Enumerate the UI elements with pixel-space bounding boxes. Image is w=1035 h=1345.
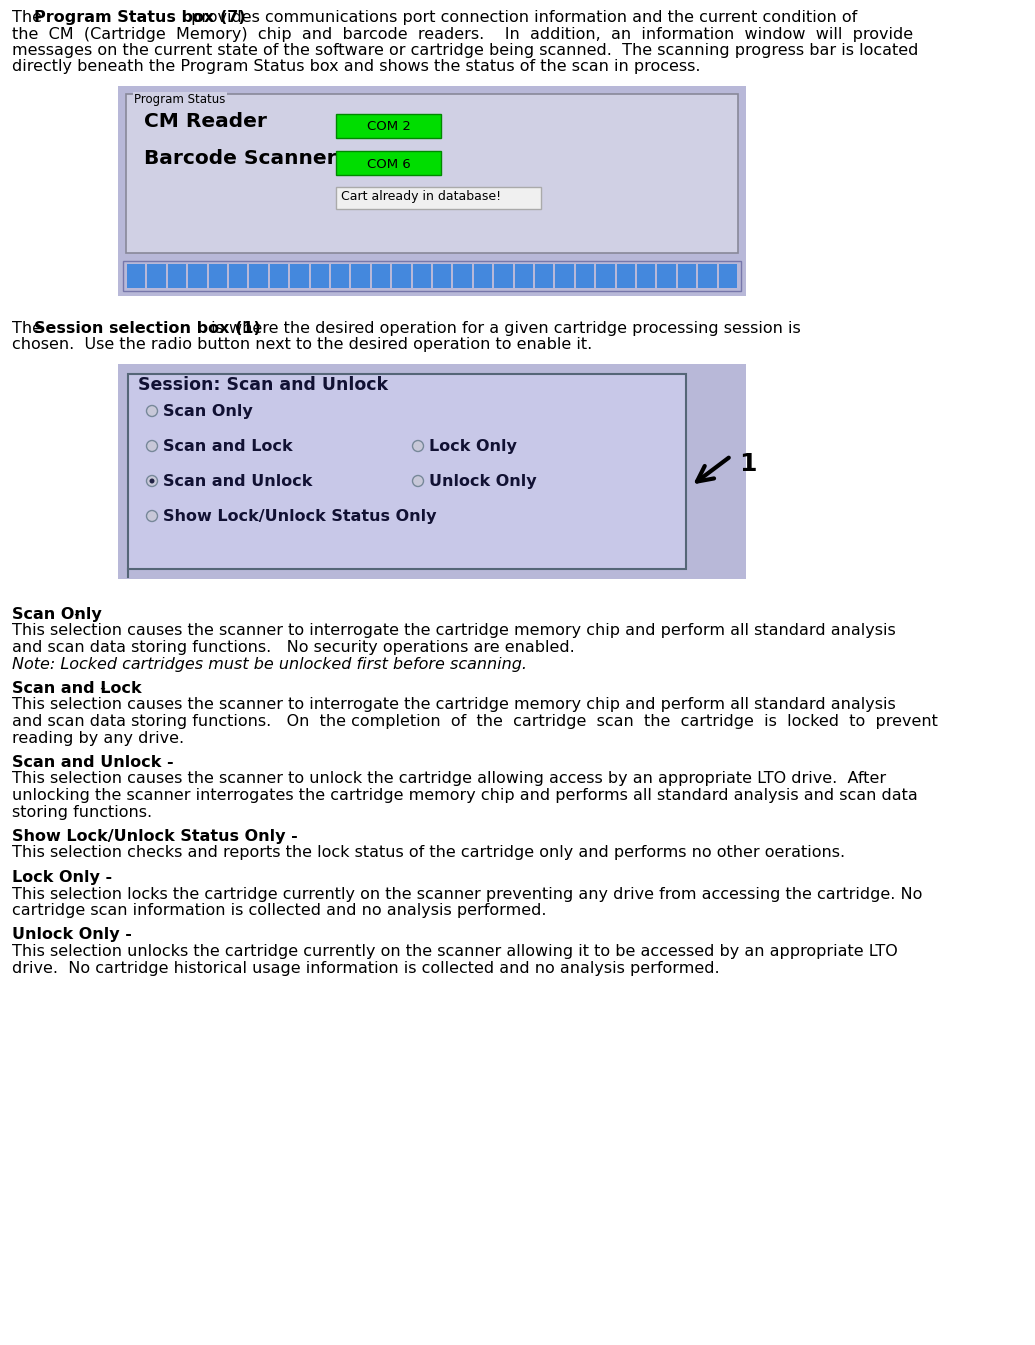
Bar	[123, 261, 741, 291]
Text: This selection causes the scanner to unlock the cartridge allowing access by an : This selection causes the scanner to unl…	[12, 772, 886, 787]
Text: Show Lock/Unlock Status Only -: Show Lock/Unlock Status Only -	[12, 829, 298, 845]
Bar	[336, 151, 441, 175]
Bar	[433, 264, 451, 288]
Bar	[657, 264, 676, 288]
Text: COM 2: COM 2	[366, 121, 411, 133]
Bar	[637, 264, 655, 288]
Text: and scan data storing functions.   On  the completion  of  the  cartridge  scan : and scan data storing functions. On the …	[12, 714, 938, 729]
Text: This selection checks and reports the lock status of the cartridge only and perf: This selection checks and reports the lo…	[12, 846, 846, 861]
Bar	[310, 264, 329, 288]
Bar	[249, 264, 268, 288]
Bar	[147, 264, 166, 288]
Circle shape	[147, 441, 157, 452]
Bar	[392, 264, 411, 288]
Text: Scan and Unlock: Scan and Unlock	[162, 473, 313, 490]
Bar	[209, 264, 227, 288]
Text: The: The	[12, 9, 48, 26]
Bar	[413, 264, 431, 288]
Text: 1: 1	[739, 452, 757, 476]
Bar	[596, 264, 615, 288]
Bar	[699, 264, 716, 288]
Text: Lock Only -: Lock Only -	[12, 870, 112, 885]
Text: Scan Only: Scan Only	[162, 404, 253, 420]
Bar	[718, 264, 737, 288]
Bar	[168, 264, 186, 288]
Bar	[474, 264, 493, 288]
Text: This selection unlocks the cartridge currently on the scanner allowing it to be : This selection unlocks the cartridge cur…	[12, 944, 897, 959]
Text: CM Reader: CM Reader	[144, 112, 267, 130]
Circle shape	[147, 476, 157, 487]
Text: Lock Only: Lock Only	[428, 438, 516, 455]
Text: Note: Locked cartridges must be unlocked first before scanning.: Note: Locked cartridges must be unlocked…	[12, 656, 527, 671]
Text: Program Status: Program Status	[134, 93, 226, 106]
Text: Barcode Scanner: Barcode Scanner	[144, 149, 336, 168]
Text: is where the desired operation for a given cartridge processing session is: is where the desired operation for a giv…	[206, 321, 801, 336]
Text: directly beneath the Program Status box and shows the status of the scan in proc: directly beneath the Program Status box …	[12, 59, 701, 74]
Text: -: -	[94, 681, 106, 695]
Bar	[270, 264, 288, 288]
Text: Scan and Lock: Scan and Lock	[162, 438, 293, 455]
Text: Scan Only: Scan Only	[12, 607, 101, 621]
Text: reading by any drive.: reading by any drive.	[12, 730, 184, 745]
Text: provides communications port connection information and the current condition of: provides communications port connection …	[186, 9, 857, 26]
Text: storing functions.: storing functions.	[12, 804, 152, 819]
Bar	[352, 264, 369, 288]
Bar	[678, 264, 697, 288]
Text: messages on the current state of the software or cartridge being scanned.  The s: messages on the current state of the sof…	[12, 43, 918, 58]
Bar	[535, 264, 554, 288]
Bar	[331, 264, 350, 288]
Bar	[290, 264, 308, 288]
Text: Scan and Unlock -: Scan and Unlock -	[12, 755, 174, 769]
Text: This selection causes the scanner to interrogate the cartridge memory chip and p: This selection causes the scanner to int…	[12, 624, 895, 639]
Text: Unlock Only: Unlock Only	[428, 473, 536, 490]
Bar	[336, 114, 441, 139]
Bar	[118, 364, 746, 578]
Bar	[556, 264, 573, 288]
Text: chosen.  Use the radio button next to the desired operation to enable it.: chosen. Use the radio button next to the…	[12, 338, 592, 352]
Bar	[118, 86, 746, 296]
Bar	[127, 264, 145, 288]
Text: and scan data storing functions.   No security operations are enabled.: and scan data storing functions. No secu…	[12, 640, 590, 655]
Bar	[575, 264, 594, 288]
Bar	[126, 94, 738, 253]
Text: Session selection box (1): Session selection box (1)	[34, 321, 261, 336]
Circle shape	[147, 405, 157, 417]
Text: -: -	[69, 607, 80, 621]
Text: Cart already in database!: Cart already in database!	[341, 190, 501, 203]
Circle shape	[147, 511, 157, 522]
Circle shape	[413, 476, 423, 487]
Text: Session: Scan and Unlock: Session: Scan and Unlock	[138, 377, 388, 394]
Text: drive.  No cartridge historical usage information is collected and no analysis p: drive. No cartridge historical usage inf…	[12, 960, 719, 975]
Circle shape	[149, 479, 154, 483]
Text: The: The	[12, 321, 48, 336]
Circle shape	[413, 441, 423, 452]
Bar	[453, 264, 472, 288]
Text: Scan and Lock: Scan and Lock	[12, 681, 142, 695]
Bar	[372, 264, 390, 288]
Bar	[188, 264, 207, 288]
Bar	[514, 264, 533, 288]
Text: the  CM  (Cartridge  Memory)  chip  and  barcode  readers.    In  addition,  an : the CM (Cartridge Memory) chip and barco…	[12, 27, 913, 42]
Text: This selection causes the scanner to interrogate the cartridge memory chip and p: This selection causes the scanner to int…	[12, 698, 895, 713]
Text: unlocking the scanner interrogates the cartridge memory chip and performs all st: unlocking the scanner interrogates the c…	[12, 788, 918, 803]
Text: COM 6: COM 6	[366, 157, 410, 171]
Bar	[128, 374, 686, 569]
Bar	[494, 264, 512, 288]
Bar	[617, 264, 635, 288]
Text: This selection locks the cartridge currently on the scanner preventing any drive: This selection locks the cartridge curre…	[12, 886, 922, 901]
Bar	[336, 187, 541, 208]
Text: cartridge scan information is collected and no analysis performed.: cartridge scan information is collected …	[12, 902, 546, 919]
Text: Program Status box (7): Program Status box (7)	[34, 9, 245, 26]
Text: Show Lock/Unlock Status Only: Show Lock/Unlock Status Only	[162, 508, 437, 525]
Bar	[229, 264, 247, 288]
Text: Unlock Only -: Unlock Only -	[12, 928, 131, 943]
